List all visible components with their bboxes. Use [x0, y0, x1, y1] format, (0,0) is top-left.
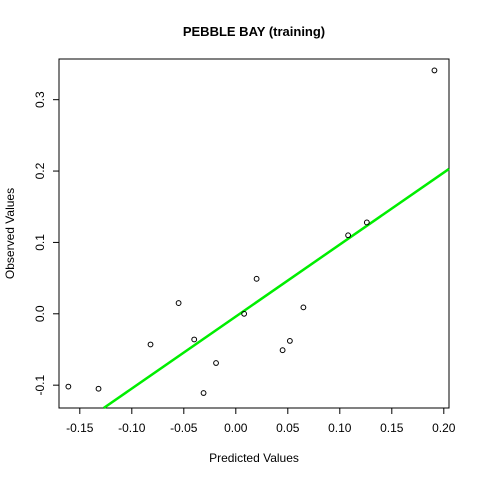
x-axis: -0.15 -0.10 -0.05 0.00 0.05 0.10 0.15 0.20	[66, 408, 456, 435]
x-tick-label-5: 0.05	[276, 421, 300, 435]
data-point-3	[148, 342, 153, 347]
data-point-9	[254, 276, 259, 281]
fit-layer	[104, 169, 449, 408]
data-point-6	[201, 391, 206, 396]
y-tick-label-5: 0.3	[33, 91, 47, 108]
plot-frame	[59, 59, 449, 408]
x-tick-label-8: 0.20	[432, 421, 456, 435]
data-point-14	[364, 220, 369, 225]
fit-line	[104, 169, 449, 408]
data-point-1	[66, 384, 71, 389]
points-layer	[66, 68, 437, 395]
x-tick-label-6: 0.10	[328, 421, 352, 435]
data-point-7	[214, 361, 219, 366]
x-tick-label-7: 0.15	[380, 421, 404, 435]
data-point-11	[287, 339, 292, 344]
data-point-13	[346, 233, 351, 238]
data-point-12	[301, 305, 306, 310]
x-tick-label-3: -0.05	[170, 421, 198, 435]
chart-title: PEBBLE BAY (training)	[183, 24, 325, 39]
data-point-10	[280, 348, 285, 353]
y-axis: -0.1 0.0 0.1 0.2 0.3	[33, 91, 59, 395]
data-point-4	[176, 301, 181, 306]
y-tick-label-2: 0.0	[33, 305, 47, 322]
data-point-5	[192, 337, 197, 342]
x-tick-label-1: -0.15	[66, 421, 94, 435]
y-axis-label: Observed Values	[3, 188, 17, 279]
y-tick-label-4: 0.2	[33, 162, 47, 179]
x-tick-label-2: -0.10	[118, 421, 146, 435]
x-tick-label-4: 0.00	[224, 421, 248, 435]
x-axis-label: Predicted Values	[209, 451, 299, 465]
y-tick-label-3: 0.1	[33, 234, 47, 251]
data-point-15	[432, 68, 437, 73]
data-point-2	[96, 386, 101, 391]
y-tick-label-1: -0.1	[33, 375, 47, 396]
